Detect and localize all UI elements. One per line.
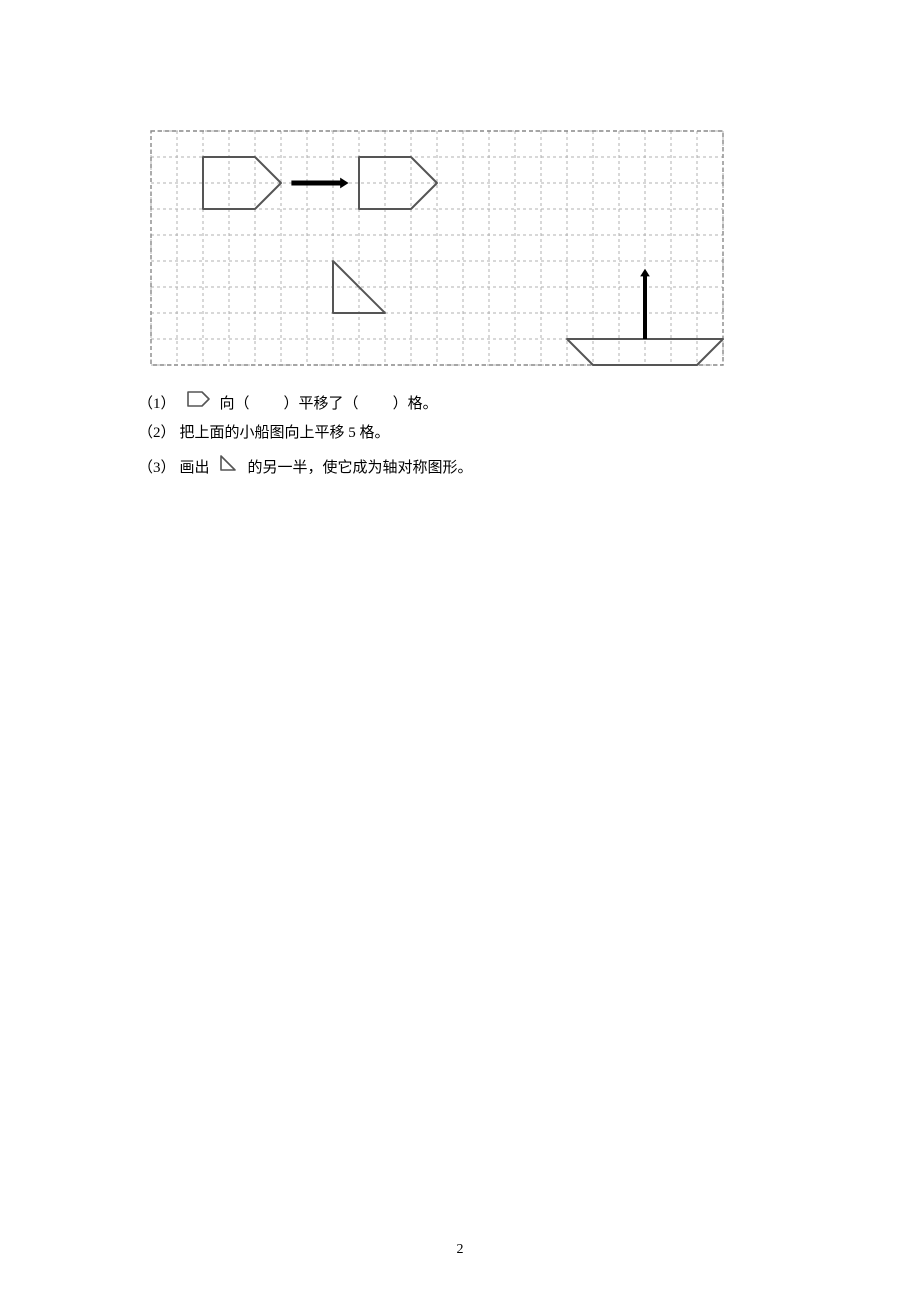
q1-text-part2: ）平移了（: [284, 390, 359, 418]
q1-text-part3: ）格。: [393, 390, 438, 418]
q3-text-part2: 的另一半，使它成为轴对称图形。: [248, 454, 473, 482]
q1-blank2: [361, 390, 391, 418]
q3-text-part1: 画出: [180, 454, 210, 482]
question-2: （2） 把上面的小船图向上平移 5 格。: [138, 419, 782, 447]
q3-number: （3）: [138, 454, 176, 482]
worksheet-figure: [138, 130, 736, 366]
question-3: （3） 画出 的另一半，使它成为轴对称图形。: [138, 453, 782, 483]
question-1: （1） 向（ ）平移了（ ）格。: [138, 389, 782, 419]
q1-number: （1）: [138, 390, 176, 418]
pentagon-icon: [186, 389, 212, 419]
content-block: （1） 向（ ）平移了（ ）格。 （2） 把上面的小船图向上平移 5 格。 （3…: [138, 130, 782, 483]
q1-text-part1: 向（: [220, 390, 250, 418]
q2-text: 把上面的小船图向上平移 5 格。: [180, 419, 390, 447]
page-number: 2: [0, 1242, 920, 1258]
q2-number: （2）: [138, 419, 176, 447]
page: （1） 向（ ）平移了（ ）格。 （2） 把上面的小船图向上平移 5 格。 （3…: [0, 0, 920, 1302]
q1-blank1: [252, 390, 282, 418]
triangle-icon: [218, 453, 240, 483]
